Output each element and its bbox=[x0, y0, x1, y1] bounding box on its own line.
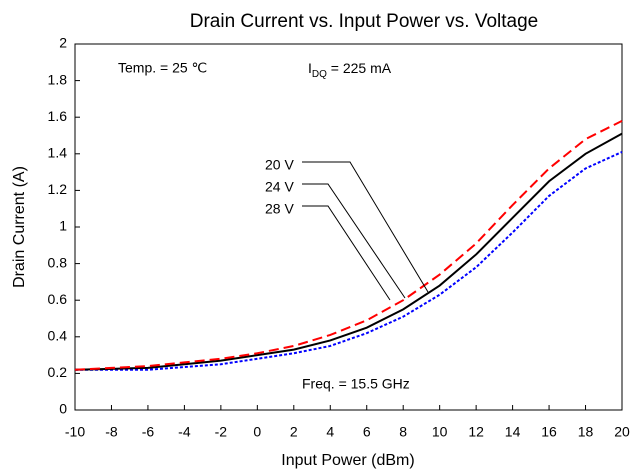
x-tick-label: -10 bbox=[65, 424, 85, 440]
y-tick-label: 1.6 bbox=[48, 108, 68, 124]
series-line bbox=[74, 119, 623, 371]
annotation: Temp. = 25 ℃ bbox=[118, 60, 207, 76]
y-tick-label: 0.6 bbox=[48, 291, 68, 307]
x-tick-label: 4 bbox=[326, 424, 334, 440]
x-tick-label: 0 bbox=[253, 424, 261, 440]
y-tick-label: 1.2 bbox=[48, 181, 68, 197]
y-tick-label: 0.2 bbox=[48, 364, 68, 380]
legend-label: 28 V bbox=[265, 201, 294, 217]
y-tick-label: 0 bbox=[59, 401, 67, 417]
chart-title: Drain Current vs. Input Power vs. Voltag… bbox=[190, 11, 539, 32]
legend-label: 24 V bbox=[265, 179, 294, 195]
x-tick-label: 10 bbox=[432, 424, 448, 440]
y-tick-label: 1 bbox=[59, 218, 67, 234]
x-tick-label: -8 bbox=[105, 424, 118, 440]
legend-label: 20 V bbox=[265, 157, 294, 173]
x-tick-label: -4 bbox=[178, 424, 191, 440]
x-axis-label: Input Power (dBm) bbox=[281, 452, 414, 469]
x-tick-label: 12 bbox=[468, 424, 484, 440]
annotation-box bbox=[105, 56, 255, 82]
y-tick-label: 0.8 bbox=[48, 254, 68, 270]
x-tick-label: 16 bbox=[541, 424, 557, 440]
annotation: IDQ = 225 mA bbox=[308, 60, 392, 80]
x-tick-label: 2 bbox=[290, 424, 298, 440]
leader-line bbox=[302, 205, 391, 301]
x-tick-label: 18 bbox=[578, 424, 594, 440]
y-axis-label: Drain Current (A) bbox=[11, 166, 28, 288]
y-tick-label: 0.4 bbox=[48, 328, 68, 344]
annotation: Freq. = 15.5 GHz bbox=[302, 376, 410, 392]
y-tick-label: 2 bbox=[59, 35, 67, 51]
x-tick-label: 20 bbox=[614, 424, 630, 440]
x-tick-label: -6 bbox=[142, 424, 155, 440]
x-tick-label: -2 bbox=[215, 424, 228, 440]
series-line bbox=[75, 151, 623, 371]
annotation-part: DQ bbox=[312, 69, 327, 80]
y-tick-label: 1.8 bbox=[48, 71, 68, 87]
annotation-part: I bbox=[308, 60, 312, 76]
annotation-part: = 225 mA bbox=[327, 60, 392, 76]
leader-line bbox=[302, 161, 429, 293]
y-tick-label: 1.4 bbox=[48, 145, 68, 161]
x-tick-label: 8 bbox=[399, 424, 407, 440]
annotation-box bbox=[292, 372, 442, 398]
x-tick-label: 6 bbox=[363, 424, 371, 440]
leader-line bbox=[302, 183, 406, 299]
plot-frame bbox=[74, 43, 623, 411]
series-line bbox=[74, 132, 623, 371]
x-tick-label: 14 bbox=[505, 424, 521, 440]
